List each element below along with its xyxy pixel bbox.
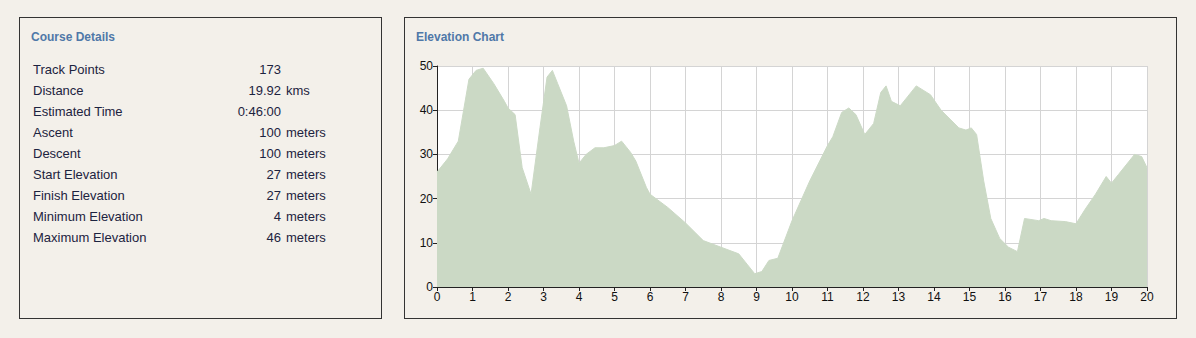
html-text:Ascent: Ascent — [33, 125, 73, 140]
html-text:Elevation Chart: Elevation Chart — [416, 30, 504, 44]
svg-text:5: 5 — [611, 290, 618, 304]
svg-text:20: 20 — [420, 192, 434, 206]
svg-text:7: 7 — [682, 290, 689, 304]
svg-text:12: 12 — [856, 290, 870, 304]
svg-text:30: 30 — [420, 147, 434, 161]
svg-text:14: 14 — [927, 290, 941, 304]
html-text:Course Details: Course Details — [31, 30, 115, 44]
html-text:Distance: Distance — [33, 83, 84, 98]
svg-text:8: 8 — [718, 290, 725, 304]
svg-text:20: 20 — [1140, 290, 1154, 304]
svg-text:6: 6 — [647, 290, 654, 304]
svg-text:19: 19 — [1105, 290, 1119, 304]
html-text:Maximum Elevation: Maximum Elevation — [33, 230, 147, 245]
html-text:Finish Elevation: Finish Elevation — [33, 188, 125, 203]
html-text:46 meters: 46 meters — [266, 230, 326, 245]
svg-text:1: 1 — [469, 290, 476, 304]
svg-text:0: 0 — [426, 280, 433, 294]
html-text:19.92 kms: 19.92 kms — [248, 83, 310, 98]
svg-text:2: 2 — [505, 290, 512, 304]
html-text:0:46:00: 0:46:00 — [237, 104, 281, 119]
html-text:4 meters: 4 meters — [273, 209, 326, 224]
html-text:Track Points: Track Points — [33, 62, 105, 77]
svg-text:15: 15 — [963, 290, 977, 304]
html-text:100 meters: 100 meters — [259, 125, 326, 140]
svg-text:10: 10 — [785, 290, 799, 304]
html-text:Estimated Time: Estimated Time — [33, 104, 123, 119]
html-text:27 meters: 27 meters — [266, 167, 326, 182]
svg-text:13: 13 — [892, 290, 906, 304]
svg-text:18: 18 — [1069, 290, 1083, 304]
html-text:Descent: Descent — [33, 146, 81, 161]
html-text:Start Elevation: Start Elevation — [33, 167, 118, 182]
svg-text:16: 16 — [998, 290, 1012, 304]
svg-text:0: 0 — [434, 290, 441, 304]
html-text:173: 173 — [259, 62, 281, 77]
svg-text:3: 3 — [540, 290, 547, 304]
html-text:27 meters: 27 meters — [266, 188, 326, 203]
html-text:100 meters: 100 meters — [259, 146, 326, 161]
svg-text:50: 50 — [420, 59, 434, 73]
svg-text:10: 10 — [420, 236, 434, 250]
svg-text:9: 9 — [753, 290, 760, 304]
svg-text:40: 40 — [420, 103, 434, 117]
html-text:Minimum Elevation: Minimum Elevation — [33, 209, 143, 224]
svg-text:4: 4 — [576, 290, 583, 304]
svg-text:11: 11 — [821, 290, 834, 304]
svg-text:17: 17 — [1034, 290, 1048, 304]
